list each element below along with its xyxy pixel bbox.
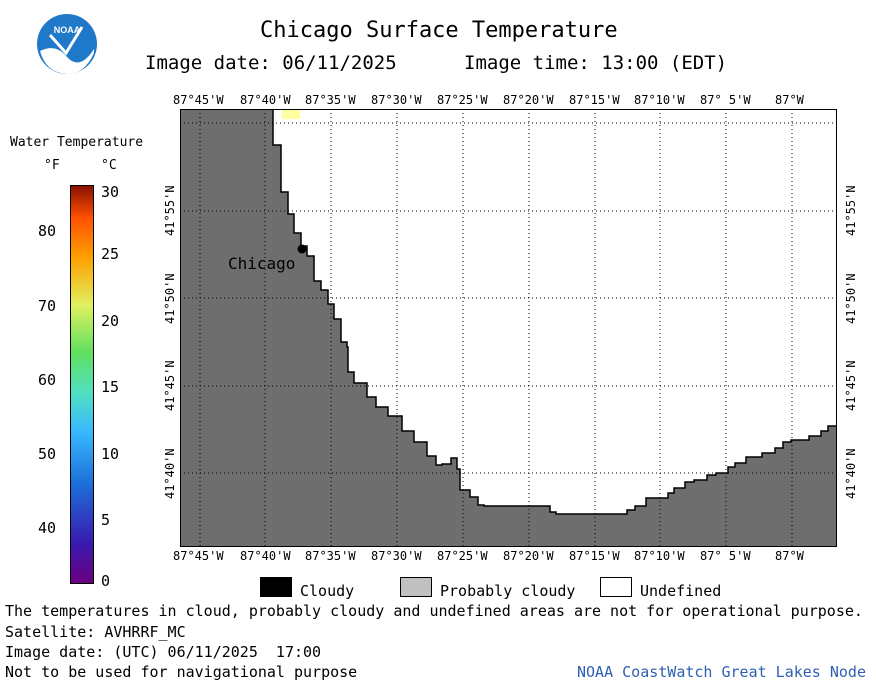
lat-left-3: 41°40'N [163, 448, 177, 499]
lon-top-0: 87°45'W [173, 93, 224, 107]
footer-utc-date: Image date: (UTC) 06/11/2025 17:00 [5, 643, 322, 661]
lon-bottom-4: 87°25'W [437, 549, 488, 563]
c-tick-10: 10 [101, 445, 120, 463]
c-tick-25: 25 [101, 245, 120, 263]
noaa-logo-text: NOAA [54, 25, 81, 35]
lat-right-1: 41°50'N [844, 273, 858, 324]
lat-right-2: 41°45'N [844, 360, 858, 411]
lon-top-3: 87°30'W [371, 93, 422, 107]
lat-left-1: 41°50'N [163, 273, 177, 324]
f-tick-60: 60 [38, 371, 57, 389]
land-mass [180, 109, 837, 547]
colorbar [70, 185, 94, 584]
warm-water-pixel [282, 109, 300, 119]
footer-note: The temperatures in cloud, probably clou… [5, 602, 863, 620]
probably-cloudy-label: Probably cloudy [440, 582, 576, 600]
f-tick-80: 80 [38, 222, 57, 240]
map-frame [180, 109, 837, 547]
lon-top-8: 87° 5'W [700, 93, 751, 107]
probably-cloudy-swatch [400, 577, 432, 597]
c-tick-15: 15 [101, 378, 120, 396]
lon-top-4: 87°25'W [437, 93, 488, 107]
c-tick-0: 0 [101, 572, 111, 590]
page-title: Chicago Surface Temperature [260, 18, 618, 43]
lon-bottom-6: 87°15'W [569, 549, 620, 563]
lon-bottom-8: 87° 5'W [700, 549, 751, 563]
undefined-label: Undefined [640, 582, 722, 600]
f-tick-50: 50 [38, 445, 57, 463]
lat-left-2: 41°45'N [163, 360, 177, 411]
lat-left-0: 41°55'N [163, 185, 177, 236]
lon-bottom-0: 87°45'W [173, 549, 224, 563]
lat-right-3: 41°40'N [844, 448, 858, 499]
lon-top-7: 87°10'W [634, 93, 685, 107]
lon-bottom-5: 87°20'W [503, 549, 554, 563]
lon-top-5: 87°20'W [503, 93, 554, 107]
graticule [180, 109, 837, 547]
lon-top-9: 87°W [775, 93, 804, 107]
footer-nav-warning: Not to be used for navigational purpose [5, 663, 358, 681]
lat-right-0: 41°55'N [844, 185, 858, 236]
footer-credit[interactable]: NOAA CoastWatch Great Lakes Node [577, 663, 866, 681]
colorbar-title: Water Temperature [10, 135, 144, 150]
lon-bottom-9: 87°W [775, 549, 804, 563]
lon-top-1: 87°40'W [240, 93, 291, 107]
cloudy-swatch [260, 577, 292, 597]
noaa-logo: NOAA [37, 14, 97, 75]
lon-bottom-2: 87°35'W [305, 549, 356, 563]
lon-bottom-7: 87°10'W [634, 549, 685, 563]
image-date: Image date: 06/11/2025 [145, 52, 397, 74]
lon-top-2: 87°35'W [305, 93, 356, 107]
chicago-marker [297, 244, 307, 254]
map-panel: Chicago [180, 109, 837, 547]
f-tick-70: 70 [38, 297, 57, 315]
undefined-swatch [600, 577, 632, 597]
lon-top-6: 87°15'W [569, 93, 620, 107]
image-time: Image time: 13:00 (EDT) [464, 52, 728, 74]
colorbar-unit-c: °C [101, 158, 117, 173]
f-tick-40: 40 [38, 519, 57, 537]
colorbar-unit-f: °F [44, 158, 60, 173]
lon-bottom-1: 87°40'W [240, 549, 291, 563]
footer-satellite: Satellite: AVHRRF_MC [5, 623, 186, 641]
chicago-label: Chicago [228, 254, 295, 273]
cloudy-label: Cloudy [300, 582, 355, 600]
c-tick-20: 20 [101, 312, 120, 330]
lon-bottom-3: 87°30'W [371, 549, 422, 563]
c-tick-5: 5 [101, 511, 111, 529]
c-tick-30: 30 [101, 183, 120, 201]
